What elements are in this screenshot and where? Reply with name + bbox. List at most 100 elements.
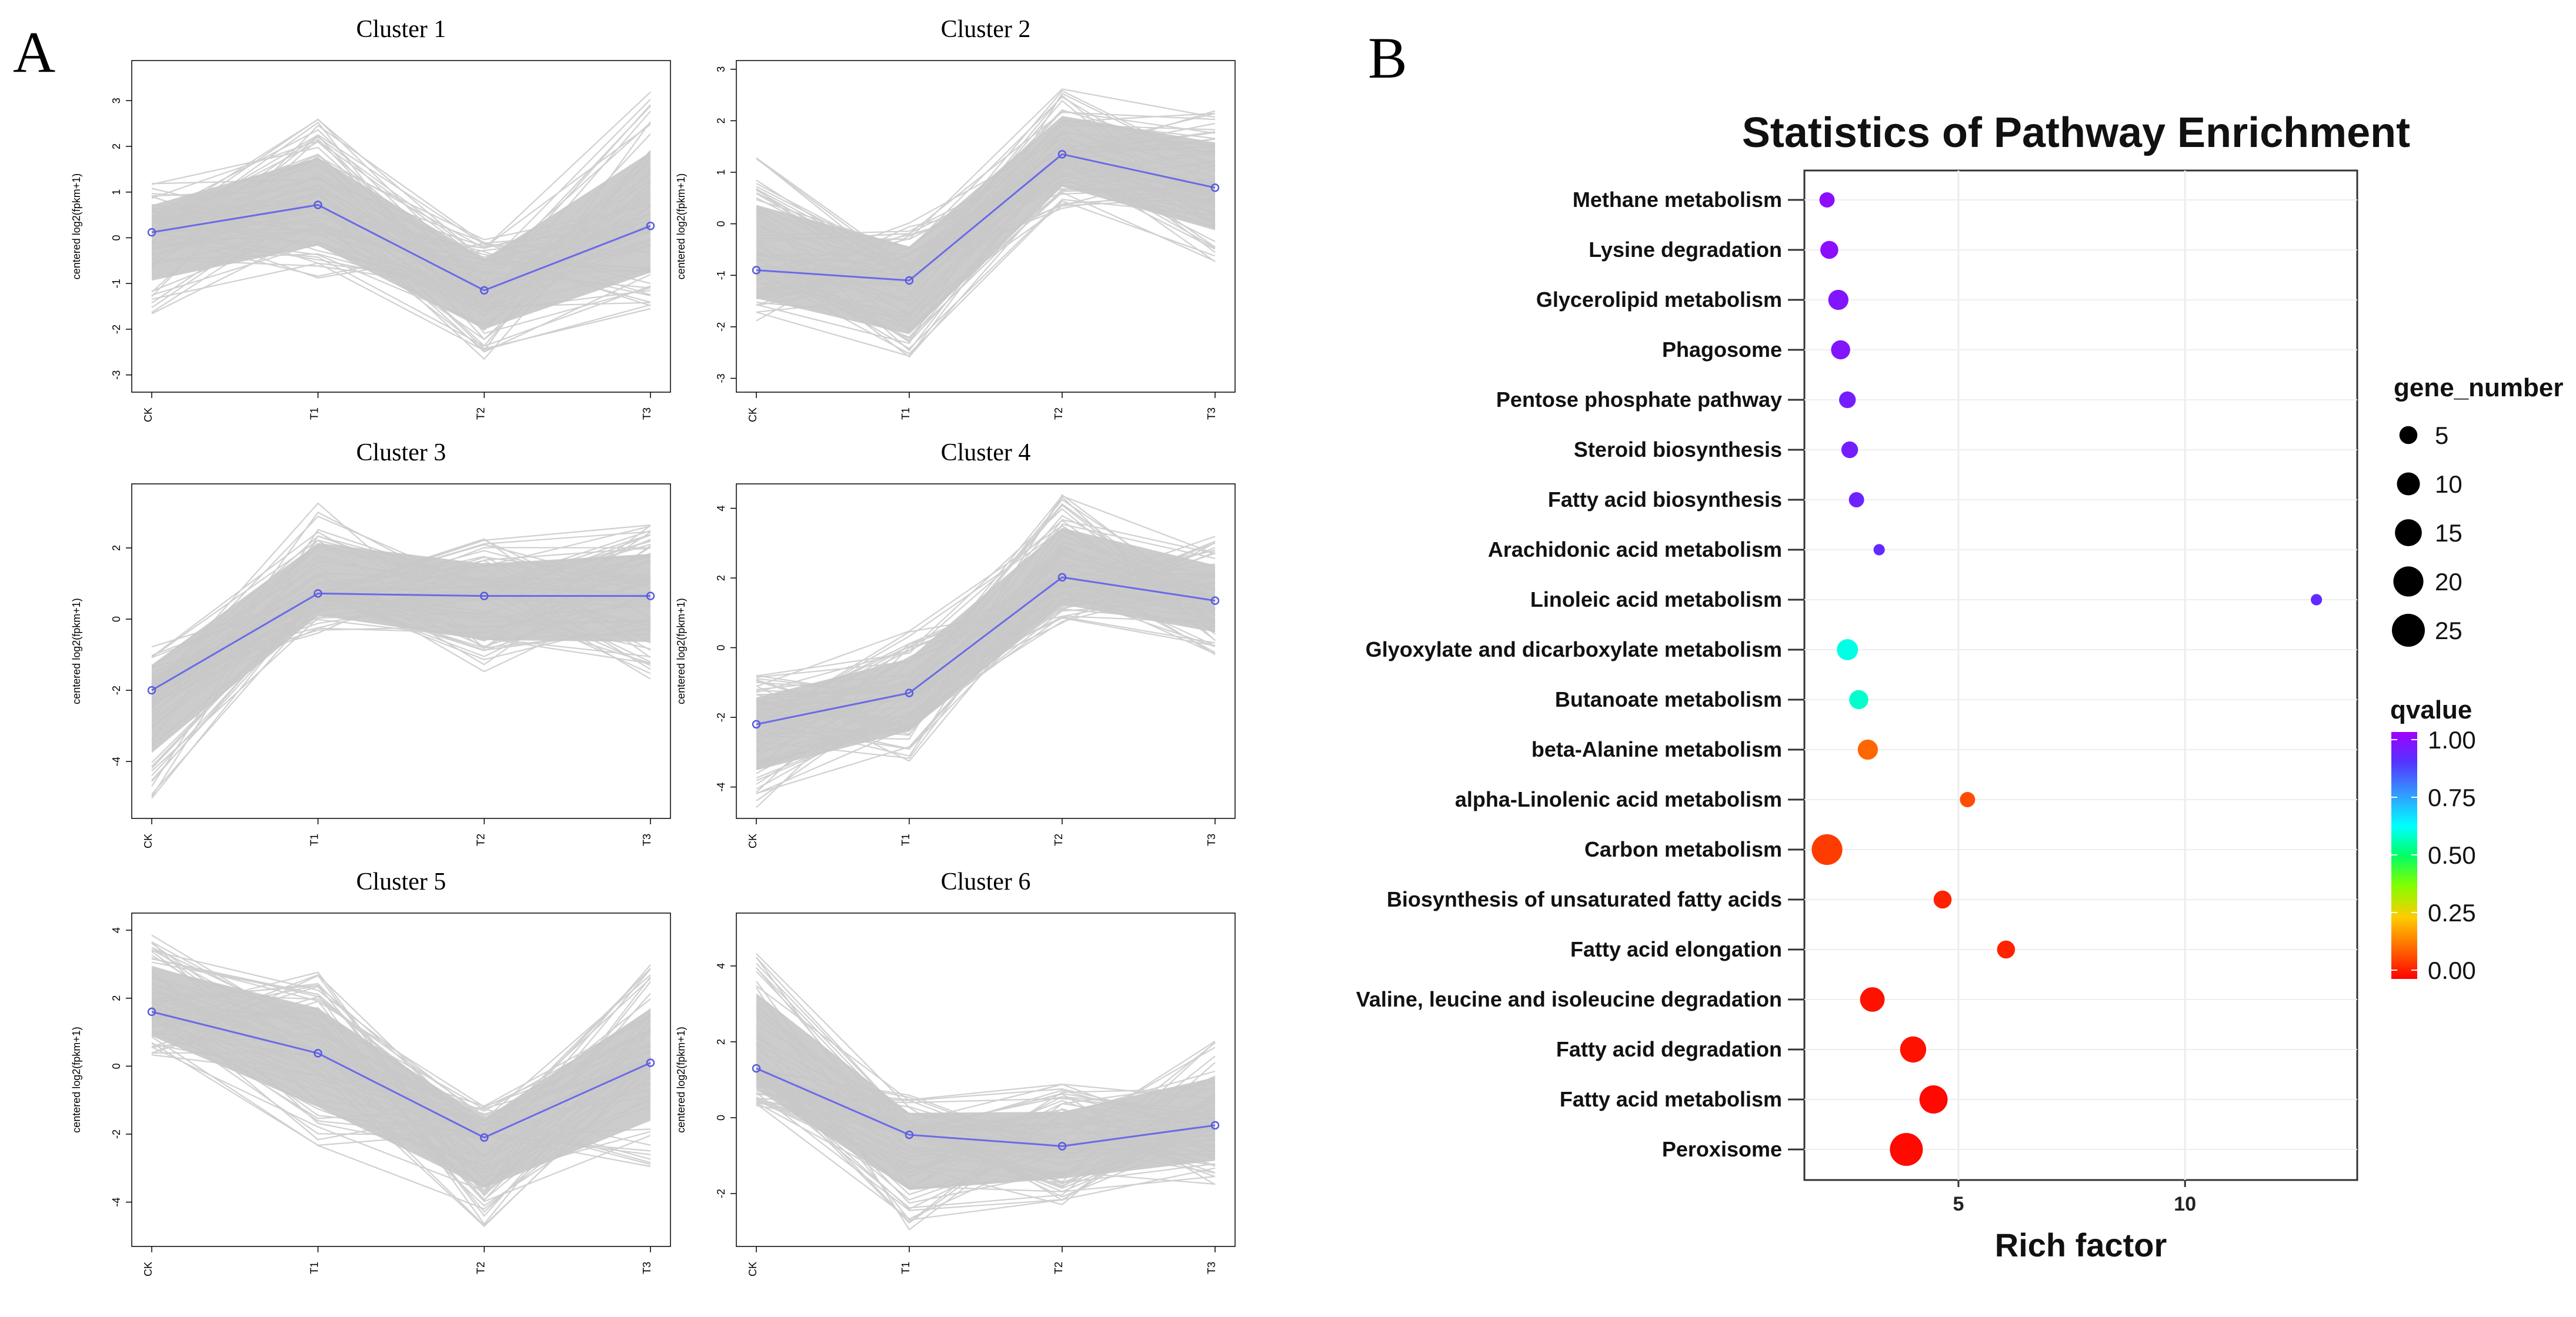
x-tick-label: T2 xyxy=(1053,834,1065,846)
centroid-line xyxy=(756,153,1216,282)
x-tick-label: CK xyxy=(747,407,759,422)
x-tick-label: T1 xyxy=(900,407,912,420)
x-tick-label: T2 xyxy=(1053,1262,1065,1274)
cluster-title: Cluster 3 xyxy=(356,439,446,466)
chart-title: Statistics of Pathway Enrichment xyxy=(1742,109,2410,156)
plot-frame xyxy=(1803,169,2358,1181)
x-tick-label: T3 xyxy=(641,407,653,420)
centroid-point xyxy=(1057,573,1067,582)
pathway-label: Butanoate metabolism xyxy=(1555,687,1782,711)
x-tick-label: CK xyxy=(747,1262,759,1276)
pathway-point xyxy=(1900,1036,1927,1063)
pathway-point xyxy=(1828,289,1848,310)
y-tick-label: 2 xyxy=(111,995,122,1001)
pathway-label: Fatty acid metabolism xyxy=(1560,1087,1782,1111)
y-tick-label: 4 xyxy=(111,927,122,933)
x-tick-label: T2 xyxy=(1053,407,1065,420)
pathway-point xyxy=(1848,492,1864,507)
y-tick-label: -2 xyxy=(111,325,122,334)
size-legend-label: 15 xyxy=(2435,519,2462,547)
pathway-label: Fatty acid degradation xyxy=(1556,1037,1782,1061)
size-legend-dot xyxy=(2392,614,2425,647)
size-legend-dot xyxy=(2393,566,2424,597)
pathway-label: Fatty acid elongation xyxy=(1570,937,1782,961)
x-tick-label: CK xyxy=(142,407,154,422)
x-tick-label: T1 xyxy=(309,407,321,420)
gene-profile-band xyxy=(756,116,1215,335)
y-tick-label: -2 xyxy=(111,1129,122,1139)
centroid-point xyxy=(313,589,322,598)
centroid-line xyxy=(756,1067,1216,1147)
x-tick-label: CK xyxy=(142,1262,154,1276)
y-axis-label: centered log2(fpkm+1) xyxy=(675,173,687,280)
cluster-title: Cluster 1 xyxy=(356,16,446,43)
pathway-label: Steroid biosynthesis xyxy=(1574,437,1782,462)
centroid-point xyxy=(147,228,156,237)
pathway-point xyxy=(1997,940,2016,959)
color-legend-label: 0.75 xyxy=(2428,784,2476,811)
gene-profile-band xyxy=(756,527,1215,771)
y-tick-label: 0 xyxy=(111,235,122,240)
x-tick-label: 10 xyxy=(2174,1193,2196,1215)
y-tick-label: -1 xyxy=(111,279,122,288)
centroid-point xyxy=(480,1133,489,1142)
plot-frame xyxy=(131,912,671,1247)
x-tick-label: T2 xyxy=(475,1262,486,1274)
pathway-point xyxy=(1837,639,1858,661)
centroid-point xyxy=(480,286,489,295)
size-legend-dot xyxy=(2399,426,2418,444)
pathway-label: Glycerolipid metabolism xyxy=(1536,288,1782,312)
pathway-point xyxy=(1960,792,1976,807)
centroid-point xyxy=(480,591,489,600)
centroid-point xyxy=(147,1007,156,1017)
centroid-point xyxy=(905,1130,914,1139)
y-tick-label: 3 xyxy=(111,98,122,103)
y-tick-label: 0 xyxy=(715,645,727,651)
cluster-plot-5: Cluster 5 -4 -2 0 2 4 centered log2(fpkm+1) CK T… xyxy=(71,868,671,1276)
cluster-plot-6: Cluster 6 -2 0 2 4 centered log2(fpkm+1) CK T1 T… xyxy=(675,868,1236,1276)
y-tick-label: 1 xyxy=(715,169,727,175)
panel-b-letter: B xyxy=(1368,25,1407,91)
size-legend-label: 25 xyxy=(2435,617,2462,644)
y-axis-label: centered log2(fpkm+1) xyxy=(71,173,82,280)
y-tick-label: -1 xyxy=(715,270,727,280)
y-tick-label: 1 xyxy=(111,189,122,195)
color-legend-label: 0.25 xyxy=(2428,899,2476,927)
y-tick-label: 2 xyxy=(111,545,122,551)
x-tick-label: T3 xyxy=(641,1262,653,1274)
y-tick-label: 0 xyxy=(715,1115,727,1121)
pathway-label: Carbon metabolism xyxy=(1584,837,1782,861)
pathway-label: Valine, leucine and isoleucine degradati… xyxy=(1356,987,1782,1011)
pathway-label: Phagosome xyxy=(1662,337,1782,362)
y-tick-label: 2 xyxy=(111,143,122,149)
centroid-point xyxy=(752,266,761,275)
y-tick-label: -4 xyxy=(111,757,122,766)
pathway-label: Pentose phosphate pathway xyxy=(1496,387,1782,412)
plot-frame xyxy=(736,912,1236,1247)
plot-frame xyxy=(131,60,671,393)
pathway-label: Methane metabolism xyxy=(1573,188,1782,212)
y-tick-label: 0 xyxy=(111,1063,122,1069)
color-legend-label: 1.00 xyxy=(2428,726,2476,754)
centroid-point xyxy=(147,686,156,695)
y-tick-label: 4 xyxy=(715,506,727,512)
y-tick-label: 3 xyxy=(715,66,727,72)
pathway-point xyxy=(1841,441,1858,459)
y-tick-label: -3 xyxy=(715,373,727,383)
panel-a-letter: A xyxy=(13,19,55,85)
cluster-plot-4: Cluster 4 -4 -2 0 2 4 centered log2(fpkm+1) CK T… xyxy=(675,439,1236,848)
pathway-label: Arachidonic acid metabolism xyxy=(1488,537,1782,561)
pathway-point xyxy=(1857,739,1878,760)
x-tick-label: T1 xyxy=(900,1262,912,1274)
pathway-point xyxy=(2311,594,2323,606)
y-tick-label: 2 xyxy=(715,575,727,581)
y-tick-label: -3 xyxy=(111,370,122,380)
color-legend-label: 0.00 xyxy=(2428,957,2476,984)
y-axis-label: centered log2(fpkm+1) xyxy=(675,598,687,704)
pathway-label: Peroxisome xyxy=(1662,1137,1782,1161)
color-legend-title: qvalue xyxy=(2390,696,2472,724)
x-tick-label: T2 xyxy=(475,834,486,846)
centroid-point xyxy=(1210,596,1220,605)
centroid-point xyxy=(646,1058,655,1067)
